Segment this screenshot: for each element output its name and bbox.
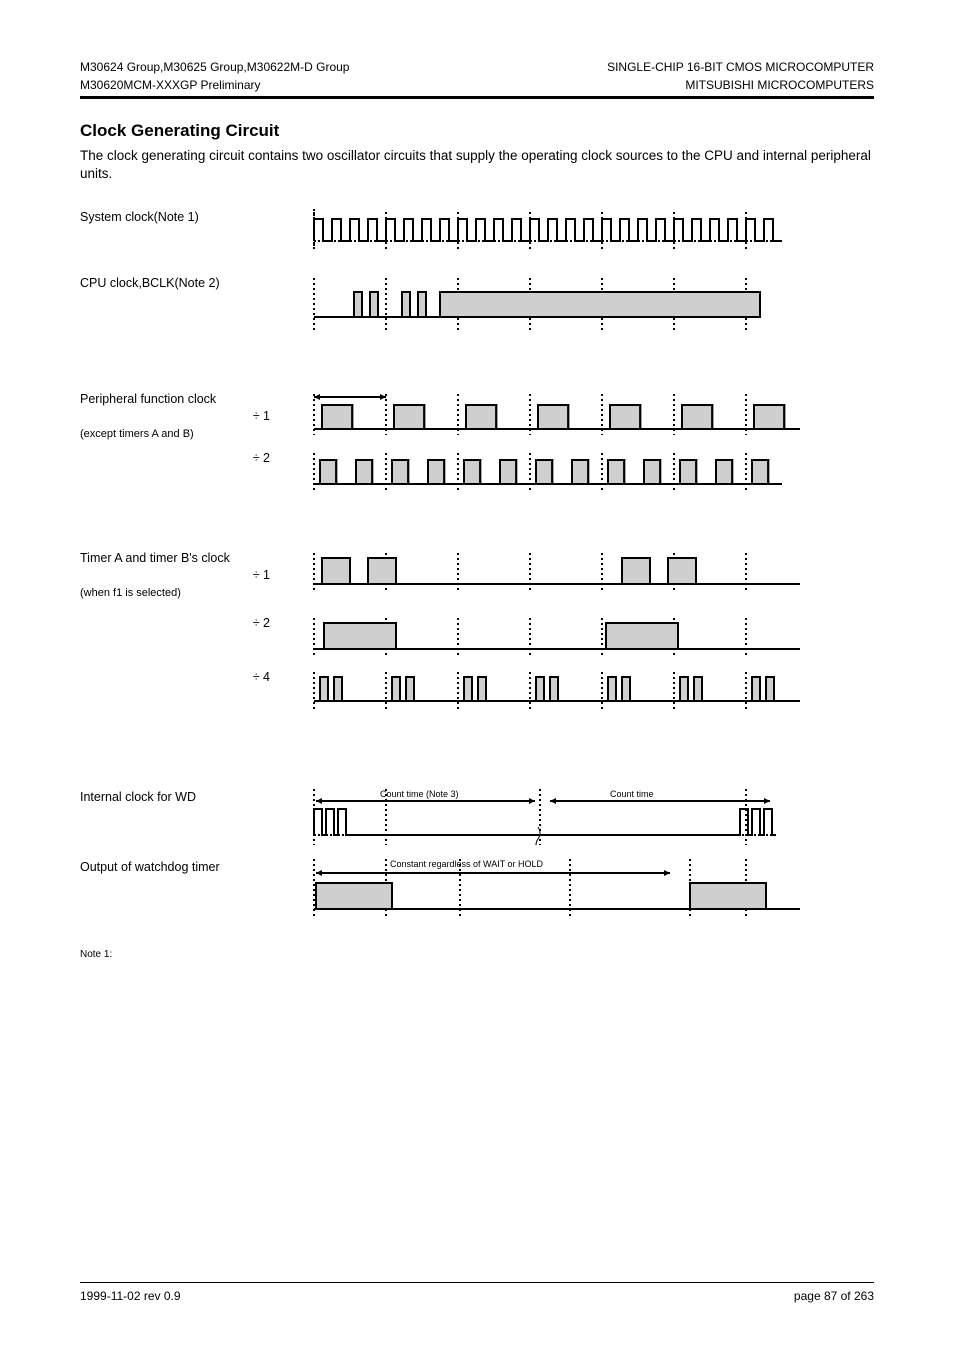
intro-paragraph: The clock generating circuit contains tw… <box>80 147 874 183</box>
note-1-label: Note 1: <box>80 949 874 960</box>
footer-left: 1999-11-02 rev 0.9 <box>80 1289 181 1303</box>
svg-text:Constant regardless of WAIT or: Constant regardless of WAIT or HOLD <box>390 859 544 869</box>
label-system-clock: System clock(Note 1) <box>80 209 310 226</box>
wave-timer-div1 <box>310 550 800 590</box>
wave-wdt-out: Constant regardless of WAIT or HOLD <box>310 859 800 919</box>
label-wdt-out: Output of watchdog timer <box>80 859 310 876</box>
label-timer-4: ÷ 4 <box>80 669 310 686</box>
hdr-right-top: SINGLE-CHIP 16-BIT CMOS MICROCOMPUTER <box>607 60 874 74</box>
svg-text:Count time: Count time <box>610 789 654 799</box>
hdr-right-bottom: MITSUBISHI MICROCOMPUTERS <box>685 78 874 92</box>
wave-int-clk-wd: Count time (Note 3) Count time <box>310 789 800 845</box>
label-int-wd: Internal clock for WD <box>80 789 310 806</box>
wave-timer-div2 <box>310 615 800 655</box>
hdr-left-bottom: M30620MCM-XXXGP Preliminary <box>80 78 261 92</box>
wave-periph-div2 <box>310 450 800 490</box>
svg-text:Count time (Note 3): Count time (Note 3) <box>380 789 459 799</box>
wave-cpu-clock <box>310 275 800 331</box>
label-periph-1: Peripheral function clock ÷ 1 (except ti… <box>80 391 310 442</box>
label-timer-2: ÷ 2 <box>80 615 310 632</box>
header-rule <box>80 96 874 99</box>
label-periph-2: ÷ 2 <box>80 450 310 467</box>
footer-right: page 87 of 263 <box>794 1289 874 1303</box>
page-title: Clock Generating Circuit <box>80 121 874 141</box>
hdr-left-top: M30624 Group,M30625 Group,M30622M-D Grou… <box>80 60 349 74</box>
label-cpu-clock: CPU clock,BCLK(Note 2) <box>80 275 310 292</box>
wave-periph-div1 <box>310 391 800 435</box>
wave-system-clock <box>310 209 800 249</box>
wave-timer-div4 <box>310 669 800 709</box>
label-timer-1: Timer A and timer B's clock ÷ 1 (when f1… <box>80 550 310 601</box>
